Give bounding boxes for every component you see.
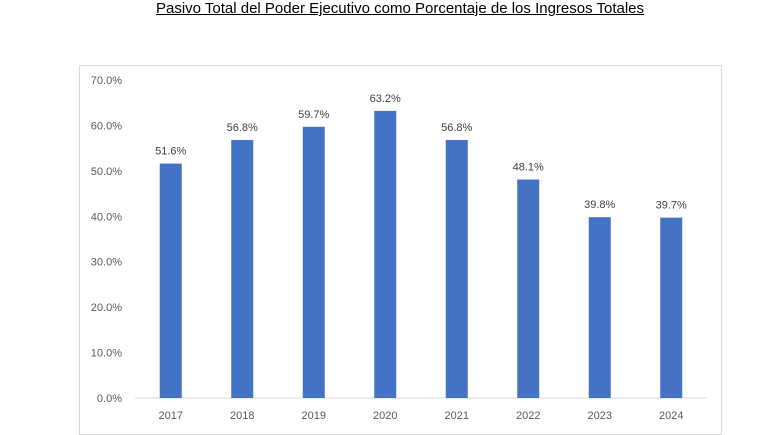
x-tick-label-2019: 2019 [302, 410, 326, 422]
bar-2019 [302, 126, 325, 398]
x-tick-label-2017: 2017 [159, 410, 183, 422]
bar-2021 [445, 139, 468, 399]
data-label-2021: 56.8% [441, 122, 472, 134]
bar-2022 [517, 179, 540, 398]
y-tick-label: 70.0% [91, 75, 122, 87]
data-label-2020: 63.2% [370, 93, 401, 105]
bar-chart: 0.0%10.0%20.0%30.0%40.0%50.0%60.0%70.0% … [91, 75, 707, 422]
y-tick-label: 0.0% [97, 393, 122, 405]
x-tick-label-2021: 2021 [445, 410, 469, 422]
bar-2017 [159, 163, 182, 398]
x-axis: 2017 2018 2019 2020 2021 2022 2023 2024 [135, 397, 707, 422]
x-tick-label-2018: 2018 [230, 410, 254, 422]
data-label-2024: 39.7% [656, 200, 687, 212]
data-label-2023: 39.8% [584, 199, 615, 211]
y-tick-label: 20.0% [91, 302, 122, 314]
bar-2020 [374, 110, 397, 399]
bar-series [159, 110, 683, 399]
x-tick-label-2020: 2020 [373, 410, 397, 422]
data-label-2017: 51.6% [155, 146, 186, 158]
x-tick-label-2024: 2024 [659, 410, 683, 422]
data-label-2018: 56.8% [227, 122, 258, 134]
y-tick-label: 50.0% [91, 166, 122, 178]
chart-title: Pasivo Total del Poder Ejecutivo como Po… [155, 0, 645, 17]
x-tick-label-2022: 2022 [516, 410, 540, 422]
y-tick-label: 10.0% [91, 348, 122, 360]
y-tick-label: 30.0% [91, 257, 122, 269]
data-label-2019: 59.7% [298, 109, 329, 121]
y-tick-label: 60.0% [91, 120, 122, 132]
bar-2018 [231, 139, 254, 399]
data-label-2022: 48.1% [513, 161, 544, 173]
chart-frame [79, 65, 722, 435]
bar-2023 [588, 217, 611, 398]
data-labels: 51.6% 56.8% 59.7% 63.2% 56.8% 48.1% 39.8% 39.7% [155, 93, 687, 212]
bar-2024 [660, 217, 683, 398]
y-axis: 0.0% 10.0% 20.0% 30.0% 40.0% 50.0% 60.0% 70.0% [91, 75, 122, 405]
y-tick-label: 40.0% [91, 211, 122, 223]
x-tick-label-2023: 2023 [588, 410, 612, 422]
